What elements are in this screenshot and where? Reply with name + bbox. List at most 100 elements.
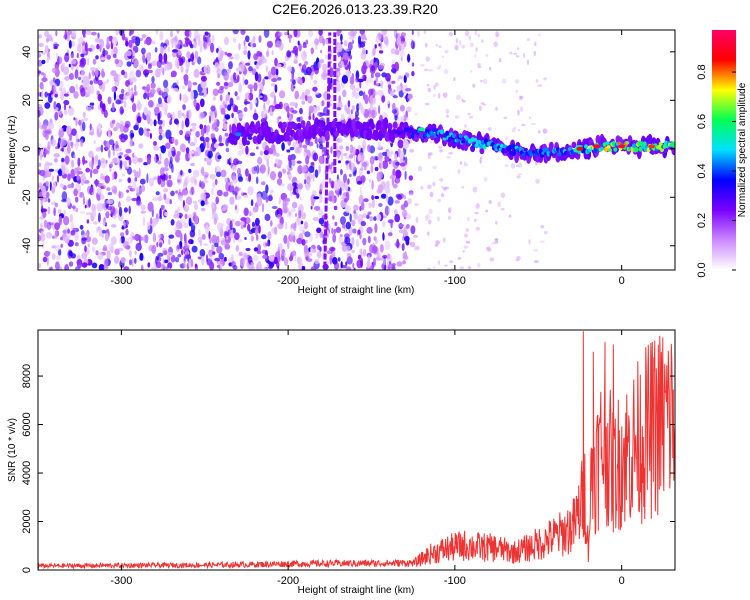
- noise-speck: [238, 83, 242, 93]
- noise-speck: [463, 245, 469, 249]
- noise-speck: [112, 172, 115, 181]
- noise-speck: [509, 51, 513, 55]
- noise-speck: [338, 145, 344, 150]
- noise-speck: [303, 151, 307, 158]
- noise-speck: [332, 196, 335, 204]
- noise-speck: [160, 46, 164, 55]
- noise-speck: [67, 173, 71, 181]
- noise-speck: [495, 32, 500, 38]
- noise-speck: [200, 75, 207, 82]
- noise-speck: [80, 138, 84, 147]
- noise-speck: [176, 30, 180, 34]
- noise-speck: [242, 76, 245, 86]
- noise-speck: [219, 52, 223, 61]
- noise-speck: [154, 47, 158, 53]
- signal-cell: [617, 141, 622, 145]
- signal-cell: [548, 141, 554, 151]
- noise-speck: [254, 71, 259, 82]
- noise-speck: [115, 122, 121, 129]
- noise-speck: [301, 266, 306, 270]
- noise-speck: [216, 222, 224, 232]
- noise-speck: [429, 140, 433, 143]
- noise-speck: [103, 265, 109, 270]
- noise-speck: [287, 183, 294, 191]
- noise-speck: [461, 44, 466, 49]
- noise-speck: [427, 231, 430, 236]
- vertical-streak: [323, 32, 332, 268]
- y-tick-label: 0: [21, 146, 33, 152]
- noise-speck: [319, 144, 324, 150]
- noise-speck: [190, 176, 196, 184]
- noise-speck: [455, 37, 458, 44]
- noise-speck: [261, 190, 268, 200]
- noise-speck: [363, 74, 367, 82]
- signal-cell: [354, 129, 359, 138]
- noise-speck: [342, 224, 346, 229]
- noise-speck: [491, 242, 496, 245]
- noise-speck: [129, 129, 134, 140]
- noise-speck: [177, 109, 182, 119]
- noise-speck: [517, 173, 522, 176]
- noise-speck: [308, 165, 315, 173]
- noise-speck: [174, 39, 181, 50]
- noise-speck: [336, 43, 343, 53]
- noise-speck: [232, 265, 238, 270]
- noise-speck: [432, 165, 437, 169]
- noise-speck: [381, 95, 386, 103]
- noise-speck: [170, 147, 175, 151]
- y-tick-label: 40: [21, 46, 33, 58]
- noise-speck: [97, 79, 103, 86]
- noise-speck: [161, 102, 167, 112]
- noise-speck: [95, 55, 99, 60]
- noise-speck: [70, 253, 76, 259]
- signal-cell: [282, 121, 287, 129]
- noise-speck: [94, 67, 99, 78]
- noise-speck: [53, 90, 57, 94]
- signal-cell: [608, 148, 612, 152]
- noise-speck: [400, 32, 406, 37]
- noise-speck: [112, 150, 115, 156]
- noise-speck: [250, 87, 253, 94]
- noise-speck: [44, 91, 48, 98]
- noise-speck: [333, 228, 337, 235]
- noise-speck: [240, 220, 245, 226]
- noise-speck: [281, 251, 286, 257]
- noise-speck: [346, 256, 353, 265]
- noise-speck: [52, 77, 56, 83]
- noise-speck: [352, 262, 355, 269]
- noise-speck: [360, 257, 364, 268]
- noise-speck: [58, 127, 64, 131]
- noise-speck: [485, 54, 489, 57]
- noise-speck: [275, 158, 279, 165]
- noise-speck: [287, 34, 293, 39]
- noise-speck: [371, 180, 374, 190]
- noise-speck: [184, 117, 190, 128]
- noise-speck: [82, 111, 86, 118]
- noise-speck: [58, 215, 62, 226]
- noise-speck: [78, 76, 82, 81]
- noise-speck: [291, 71, 295, 80]
- noise-speck: [132, 152, 135, 158]
- noise-speck: [314, 44, 318, 51]
- noise-speck: [386, 150, 393, 158]
- noise-speck: [477, 262, 481, 268]
- signal-hotspot: [593, 144, 601, 149]
- noise-speck: [223, 135, 225, 143]
- noise-speck: [444, 50, 449, 54]
- noise-speck: [297, 40, 300, 46]
- noise-speck: [238, 43, 241, 51]
- noise-speck: [343, 152, 348, 157]
- noise-speck: [60, 236, 64, 241]
- noise-speck: [359, 42, 366, 48]
- noise-speck: [219, 94, 223, 102]
- signal-cell: [479, 147, 485, 155]
- noise-speck: [94, 37, 101, 43]
- noise-speck: [38, 104, 43, 109]
- noise-speck: [375, 239, 378, 245]
- noise-speck: [199, 98, 205, 108]
- noise-speck: [107, 96, 112, 105]
- noise-speck: [516, 175, 521, 179]
- noise-speck: [91, 246, 96, 253]
- noise-speck: [387, 196, 394, 206]
- x-tick-label: -100: [444, 275, 466, 287]
